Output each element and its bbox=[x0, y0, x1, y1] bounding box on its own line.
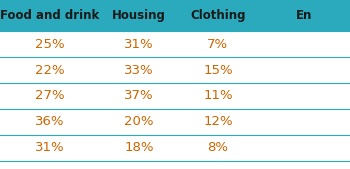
Text: 37%: 37% bbox=[124, 89, 154, 102]
Bar bbox=[0, 83, 350, 109]
Bar bbox=[0, 0, 350, 31]
Text: 31%: 31% bbox=[35, 141, 65, 154]
Text: 20%: 20% bbox=[124, 115, 154, 128]
Text: 31%: 31% bbox=[124, 38, 154, 51]
Text: Clothing: Clothing bbox=[190, 9, 246, 22]
Text: Housing: Housing bbox=[112, 9, 166, 22]
Bar bbox=[0, 109, 350, 135]
Text: 7%: 7% bbox=[207, 38, 229, 51]
Text: Food and drink: Food and drink bbox=[0, 9, 99, 22]
Text: 15%: 15% bbox=[203, 64, 233, 77]
Bar bbox=[0, 135, 350, 161]
Text: 11%: 11% bbox=[203, 89, 233, 102]
Bar bbox=[0, 31, 350, 57]
Bar bbox=[0, 57, 350, 83]
Text: 25%: 25% bbox=[35, 38, 65, 51]
Text: 33%: 33% bbox=[124, 64, 154, 77]
Text: En: En bbox=[295, 9, 312, 22]
Text: 27%: 27% bbox=[35, 89, 65, 102]
Text: 8%: 8% bbox=[207, 141, 229, 154]
Text: 36%: 36% bbox=[35, 115, 65, 128]
Text: 18%: 18% bbox=[124, 141, 154, 154]
Text: 12%: 12% bbox=[203, 115, 233, 128]
Text: 22%: 22% bbox=[35, 64, 65, 77]
